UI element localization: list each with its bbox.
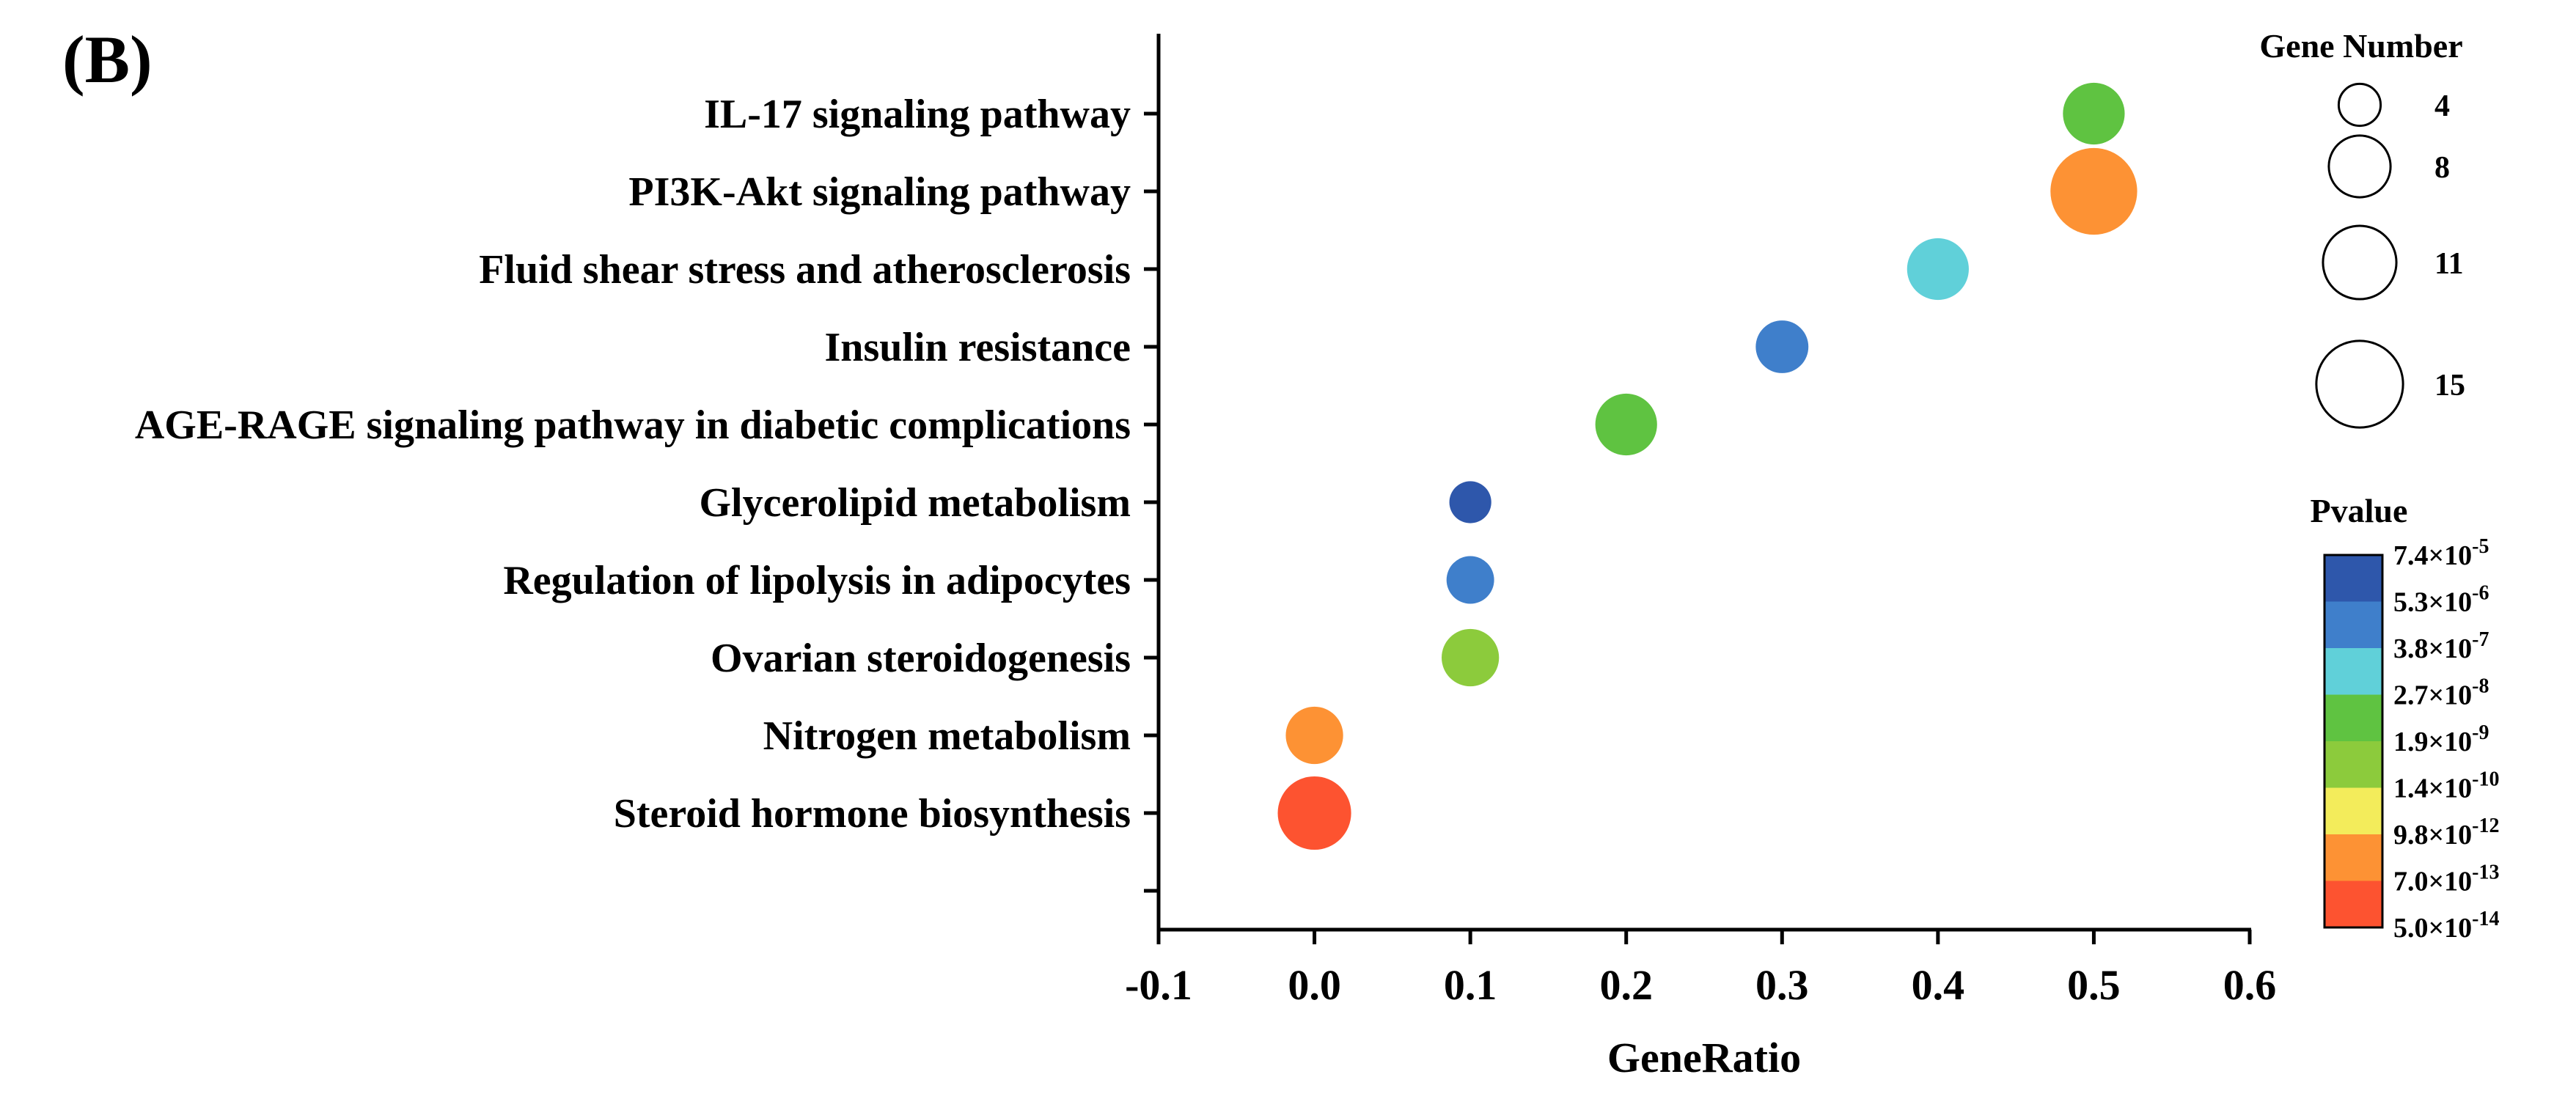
size-legend: Gene Number 4 8 11 15 — [2259, 27, 2465, 429]
plot-area: IL-17 signaling pathway PI3K-Akt signalin… — [135, 34, 2276, 1081]
category-label-glycerolipid-metabolism: Glycerolipid metabolism — [700, 480, 1131, 526]
bubble-insulin-resistance — [1755, 320, 1809, 373]
x-tick-label: 0.2 — [1599, 961, 1653, 1009]
x-tick-label: 0.6 — [2223, 961, 2277, 1009]
y-axis-category-labels: IL-17 signaling pathway PI3K-Akt signalin… — [135, 92, 1131, 837]
size-legend-label-4: 4 — [2434, 89, 2450, 123]
bubble-age-rage-signaling-pathway-in-diabetic-complications — [1595, 393, 1657, 456]
color-legend-title: Pvalue — [2311, 492, 2408, 529]
x-axis-tick-labels: -0.1 0.0 0.1 0.2 0.3 0.4 0.5 0.6 — [1125, 961, 2276, 1009]
bubble-nitrogen-metabolism — [1285, 706, 1343, 765]
color-bar-border — [2323, 554, 2384, 929]
color-bin — [2324, 694, 2382, 741]
color-bin — [2324, 787, 2382, 834]
color-bin — [2324, 834, 2382, 881]
color-tick-label: 1.9×10-9 — [2393, 721, 2489, 757]
category-label-age-rage-signaling-pathway-in-diabetic-complications: AGE-RAGE signaling pathway in diabetic c… — [135, 403, 1131, 448]
category-label-ovarian-steroidogenesis: Ovarian steroidogenesis — [711, 636, 1131, 681]
size-legend-circle-11 — [2322, 224, 2398, 301]
color-bin — [2324, 555, 2382, 602]
color-scale-tick-labels: 7.4×10-5 5.3×10-6 3.8×10-7 2.7×10-8 1.9×10-9… — [2393, 535, 2499, 944]
color-tick-label: 3.8×10-7 — [2393, 628, 2489, 664]
color-tick-label: 9.8×10-12 — [2393, 815, 2499, 850]
bubble-series — [1277, 82, 2138, 850]
bubble-il-17-signaling-pathway — [2063, 82, 2125, 145]
category-label-nitrogen-metabolism: Nitrogen metabolism — [763, 713, 1131, 759]
color-scale-bins — [2323, 554, 2384, 929]
size-legend-label-15: 15 — [2434, 369, 2465, 403]
bubble-ovarian-steroidogenesis — [1442, 628, 1500, 687]
category-label-regulation-of-lipolysis-in-adipocytes: Regulation of lipolysis in adipocytes — [503, 558, 1131, 603]
color-tick-label: 2.7×10-8 — [2393, 675, 2489, 711]
x-axis-ticks — [1156, 930, 2252, 944]
color-tick-label: 1.4×10-10 — [2393, 768, 2499, 804]
size-legend-circle-4 — [2337, 82, 2382, 128]
bubble-pi3k-akt-signaling-pathway — [2050, 147, 2138, 235]
color-bin — [2324, 741, 2382, 788]
x-tick-label: 0.3 — [1755, 961, 1809, 1009]
category-label-insulin-resistance: Insulin resistance — [825, 325, 1131, 370]
size-legend-label-8: 8 — [2434, 151, 2450, 185]
size-legend-title: Gene Number — [2259, 27, 2462, 65]
x-tick-label: 0.1 — [1444, 961, 1497, 1009]
category-label-il-17-signaling-pathway: IL-17 signaling pathway — [704, 92, 1131, 137]
color-bin — [2324, 648, 2382, 695]
category-label-fluid-shear-stress-and-atherosclerosis: Fluid shear stress and atherosclerosis — [479, 247, 1131, 293]
color-bin — [2324, 601, 2382, 648]
color-tick-label: 7.0×10-13 — [2393, 861, 2499, 897]
x-tick-label: 0.0 — [1288, 961, 1341, 1009]
color-bin — [2324, 881, 2382, 927]
color-tick-label: 7.4×10-5 — [2393, 535, 2489, 571]
size-legend-label-11: 11 — [2434, 247, 2464, 281]
y-axis-ticks — [1144, 111, 1159, 893]
category-label-steroid-hormone-biosynthesis: Steroid hormone biosynthesis — [614, 791, 1131, 837]
bubble-steroid-hormone-biosynthesis — [1277, 776, 1351, 850]
panel-label: (B) — [62, 22, 153, 97]
bubble-regulation-of-lipolysis-in-adipocytes — [1446, 556, 1494, 604]
color-tick-label: 5.3×10-6 — [2393, 582, 2489, 618]
bubble-fluid-shear-stress-and-atherosclerosis — [1907, 238, 1969, 301]
color-legend: Pvalue 7.4×10-5 5.3×10-6 3.8×10-7 2.7×10-8 1… — [2311, 492, 2500, 944]
x-tick-label: -0.1 — [1125, 961, 1192, 1009]
x-tick-label: 0.5 — [2067, 961, 2121, 1009]
category-label-pi3k-akt-signaling-pathway: PI3K-Akt signaling pathway — [628, 169, 1131, 215]
x-axis-title: GeneRatio — [1607, 1034, 1801, 1081]
x-tick-label: 0.4 — [1912, 961, 1965, 1009]
size-legend-circle-15 — [2315, 339, 2404, 429]
color-tick-label: 5.0×10-14 — [2393, 908, 2499, 944]
size-legend-items: 4 8 11 15 — [2315, 82, 2465, 429]
bubble-glycerolipid-metabolism — [1449, 481, 1491, 523]
size-legend-circle-8 — [2327, 134, 2392, 199]
